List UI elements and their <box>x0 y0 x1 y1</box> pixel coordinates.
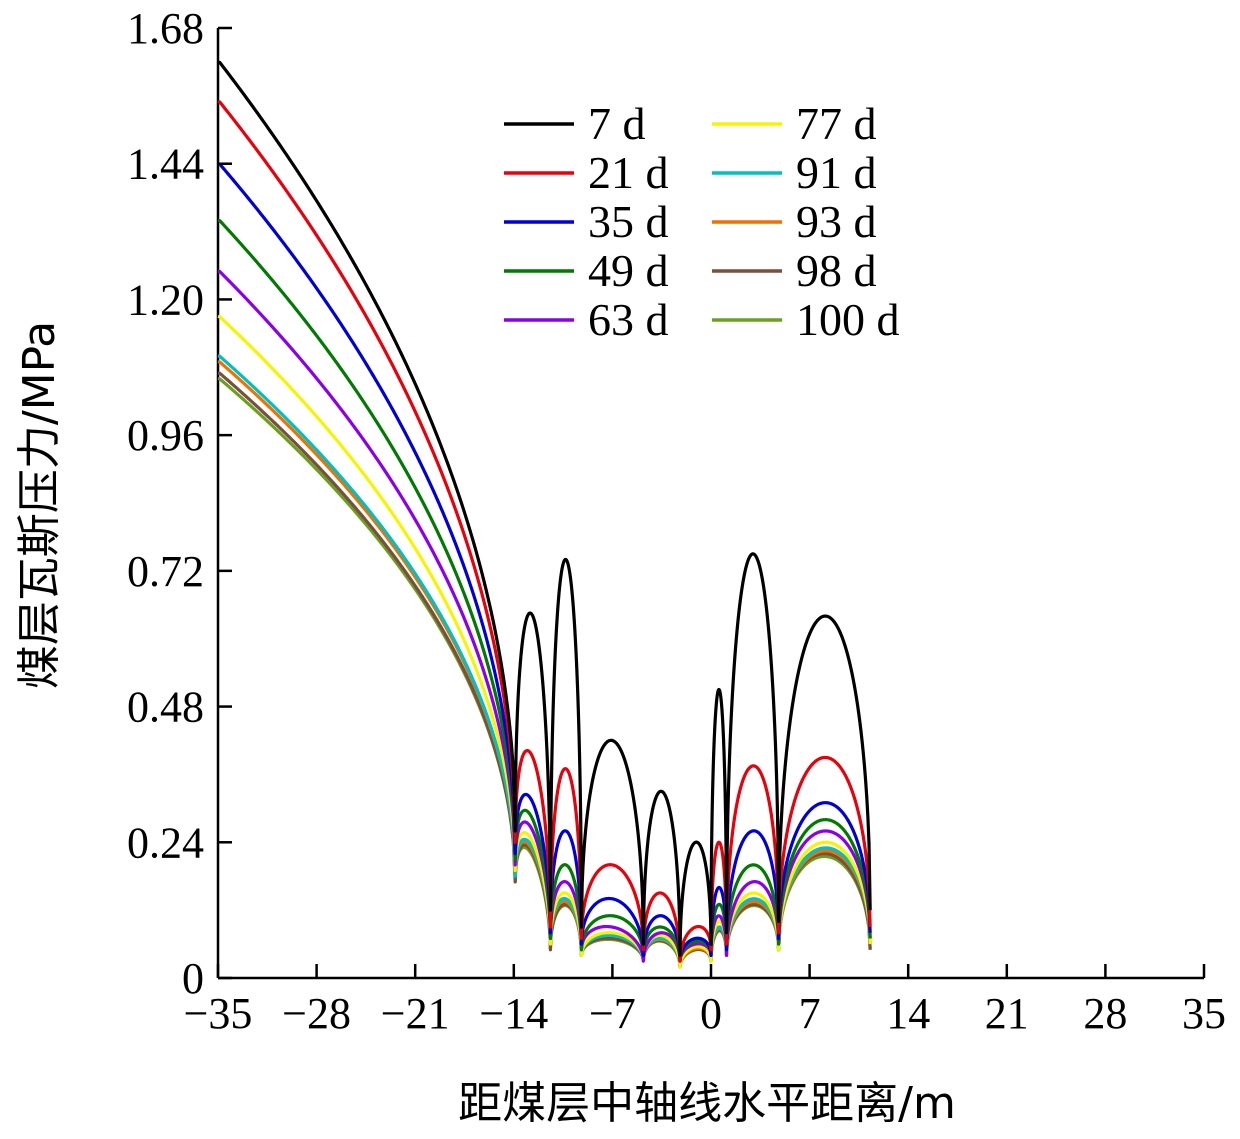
legend-label: 63 d <box>588 294 669 345</box>
legend-label: 100 d <box>796 294 900 345</box>
x-tick-label: 28 <box>1083 989 1127 1038</box>
legend-label: 49 d <box>588 245 669 296</box>
x-axis-title: 距煤层中轴线水平距离/m <box>458 1078 956 1129</box>
legend-label: 21 d <box>588 147 669 198</box>
x-tick-label: −14 <box>479 989 548 1038</box>
x-tick-label: −7 <box>589 989 636 1038</box>
series-layer <box>217 60 872 969</box>
series-line-35d <box>217 162 872 963</box>
series-line-63d <box>217 269 872 963</box>
y-tick-label: 0.96 <box>127 411 204 460</box>
y-tick-label: 0.72 <box>127 547 204 596</box>
legend-label: 98 d <box>796 245 877 296</box>
series-line-7d <box>217 60 872 957</box>
y-tick-label: 0.48 <box>127 683 204 732</box>
x-tick-label: −35 <box>184 989 253 1038</box>
legend-label: 35 d <box>588 196 669 247</box>
x-tick-label: 35 <box>1182 989 1226 1038</box>
y-tick-label: 1.20 <box>127 275 204 324</box>
y-tick-label: 0 <box>182 954 204 1003</box>
series-line-21d <box>217 99 872 963</box>
x-tick-label: −28 <box>282 989 351 1038</box>
plot-area <box>216 28 1204 980</box>
legend-label: 77 d <box>796 98 877 149</box>
y-tick-label: 0.24 <box>127 818 204 867</box>
legend-label: 7 d <box>588 98 646 149</box>
x-tick-label: 0 <box>700 989 722 1038</box>
x-tick-label: −21 <box>381 989 450 1038</box>
ticks-layer: −35 −28 −21 −14 −7 0 7 14 21 28 35 0 0.24 0.48 0.72 0.9… <box>127 4 1226 1038</box>
x-tick-label: 7 <box>799 989 821 1038</box>
legend-label: 93 d <box>796 196 877 247</box>
y-tick-label: 1.44 <box>127 140 204 189</box>
y-axis-title: 煤层瓦斯压力/MPa <box>14 321 65 689</box>
x-tick-label: 21 <box>985 989 1029 1038</box>
legend-label: 91 d <box>796 147 877 198</box>
x-tick-label: 14 <box>886 989 930 1038</box>
y-tick-label: 1.68 <box>127 4 204 53</box>
